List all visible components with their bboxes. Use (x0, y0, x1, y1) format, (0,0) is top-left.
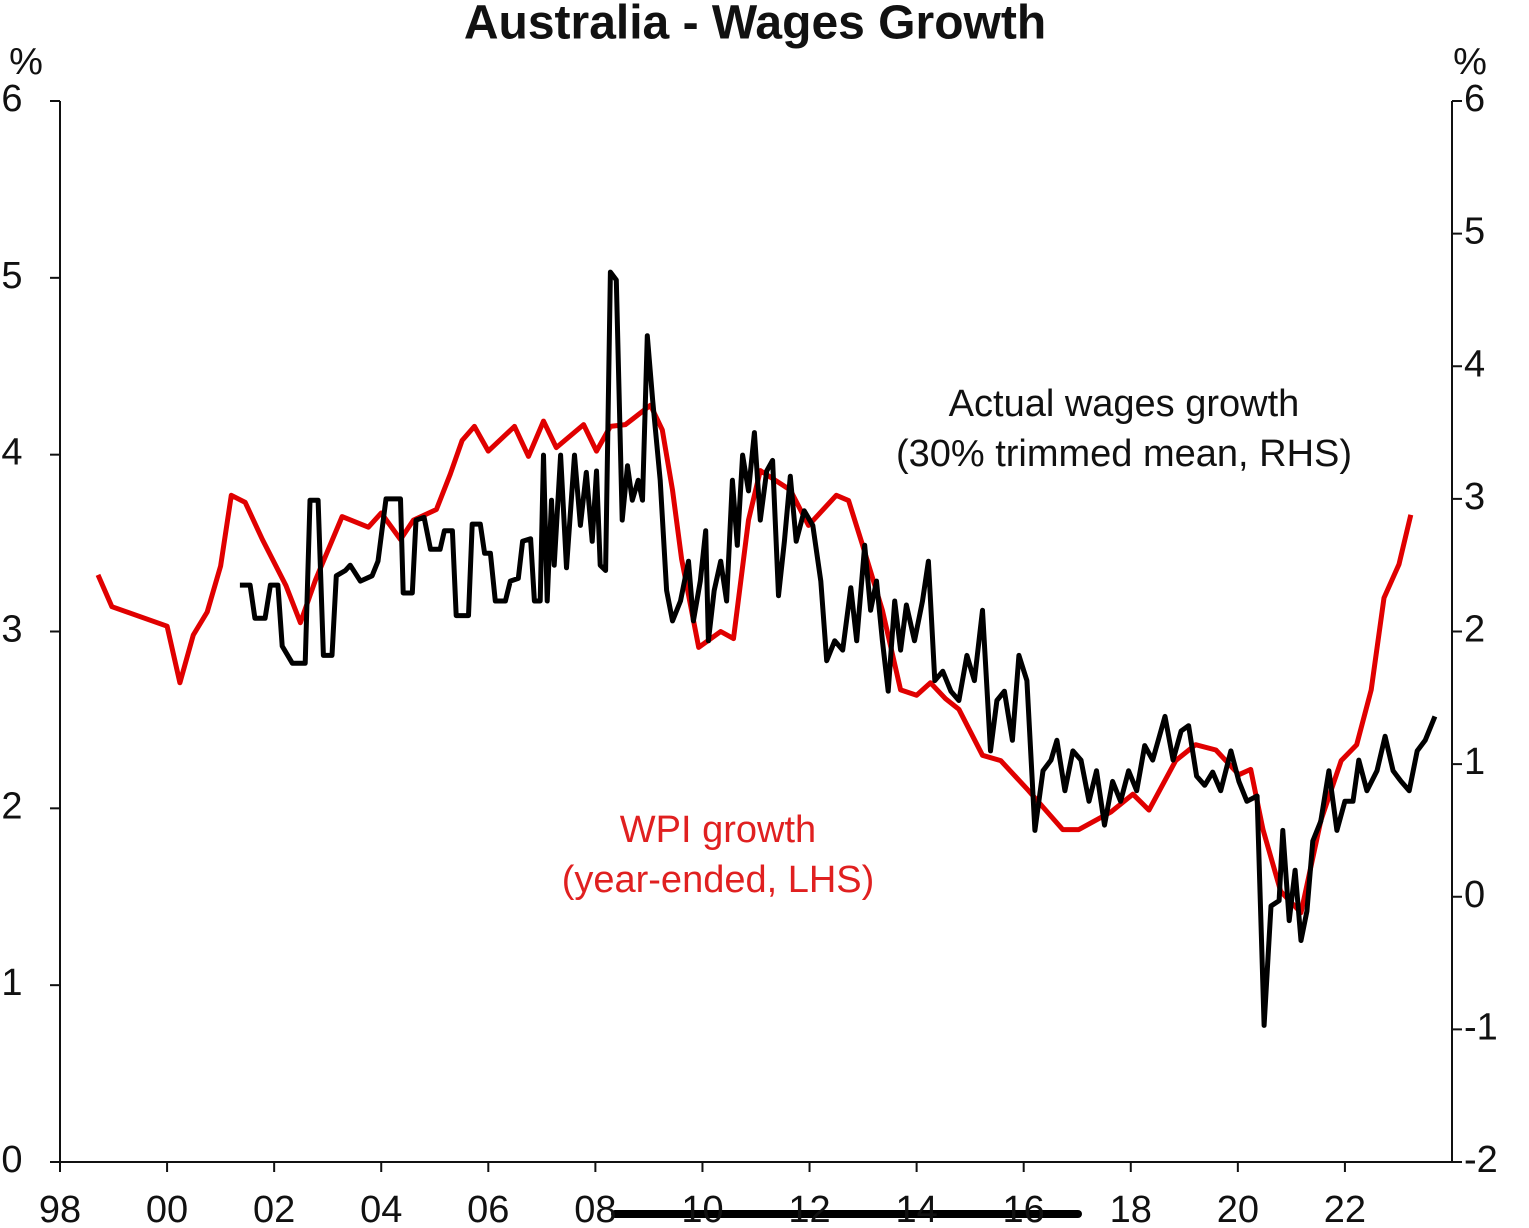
y2-tick-label: 3 (1464, 476, 1485, 518)
y2-tick-label: 0 (1464, 874, 1485, 916)
x-tick-label: 02 (253, 1189, 295, 1228)
y2-tick-label: 6 (1464, 78, 1485, 120)
y-axis-label: % (9, 41, 43, 83)
y2-tick-label: 4 (1464, 343, 1485, 385)
y-tick-label: 0 (1, 1139, 22, 1181)
x-tick-label: 00 (146, 1189, 188, 1228)
y2-axis-label: % (1453, 41, 1487, 83)
y2-tick-label: -1 (1464, 1006, 1498, 1048)
y-tick-label: 1 (1, 962, 22, 1004)
x-tick-label: 12 (788, 1189, 830, 1228)
x-tick-label: 98 (39, 1189, 81, 1228)
y-tick-label: 4 (1, 432, 22, 474)
series-line (239, 269, 1438, 1028)
x-tick-label: 10 (681, 1189, 723, 1228)
y2-tick-label: 5 (1464, 211, 1485, 253)
y-tick-label: 6 (1, 78, 22, 120)
annotation: WPI growth (620, 809, 816, 851)
x-tick-label: 06 (467, 1189, 509, 1228)
y-tick-label: 3 (1, 609, 22, 651)
annotation: Actual wages growth (949, 383, 1300, 425)
y2-tick-label: -2 (1464, 1139, 1498, 1181)
x-tick-label: 20 (1217, 1189, 1259, 1228)
x-tick-label: 18 (1110, 1189, 1152, 1228)
x-tick-label: 22 (1324, 1189, 1366, 1228)
x-tick-label: 14 (895, 1189, 937, 1228)
y-tick-label: 2 (1, 785, 22, 827)
y2-tick-label: 2 (1464, 609, 1485, 651)
chart-title: Australia - Wages Growth (464, 0, 1046, 50)
x-tick-label: 08 (574, 1189, 616, 1228)
annotation: (30% trimmed mean, RHS) (896, 433, 1352, 475)
annotation: (year-ended, LHS) (562, 859, 875, 901)
x-tick-label: 16 (1003, 1189, 1045, 1228)
y2-tick-label: 1 (1464, 741, 1485, 783)
y-tick-label: 5 (1, 255, 22, 297)
x-tick-label: 04 (360, 1189, 402, 1228)
